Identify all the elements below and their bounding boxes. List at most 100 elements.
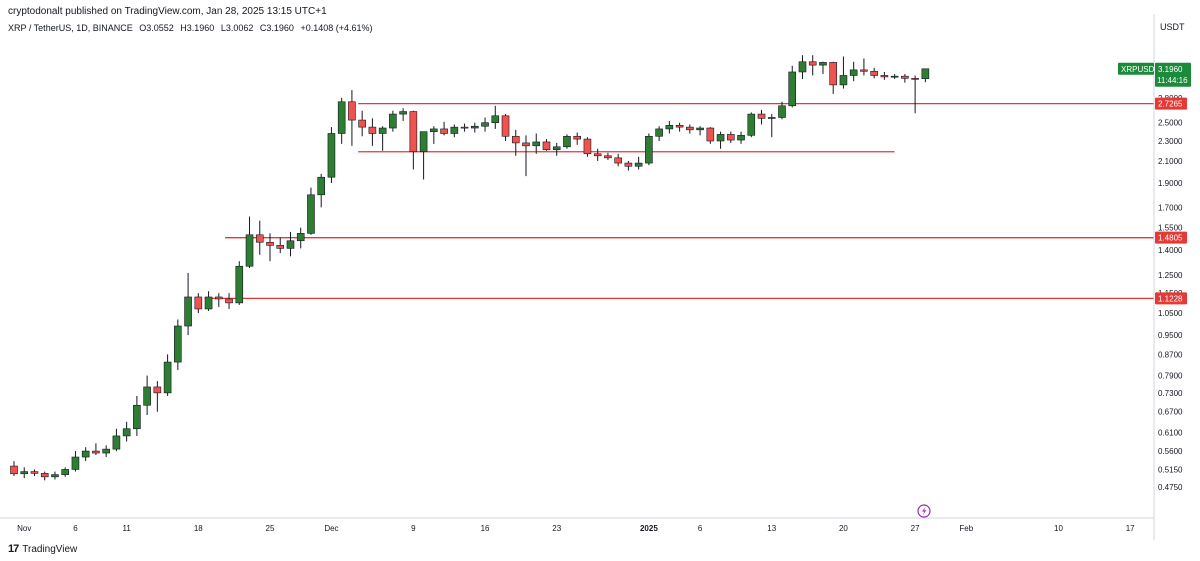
- candle[interactable]: [788, 65, 797, 108]
- candle[interactable]: [655, 126, 663, 141]
- candle[interactable]: [30, 469, 39, 476]
- candle[interactable]: [143, 375, 151, 416]
- candle[interactable]: [880, 71, 889, 80]
- candle[interactable]: [225, 293, 233, 309]
- currency-label[interactable]: USDT: [1160, 22, 1185, 32]
- candle[interactable]: [624, 160, 633, 171]
- candle[interactable]: [327, 127, 336, 183]
- candle[interactable]: [767, 114, 776, 138]
- candle[interactable]: [102, 445, 110, 458]
- symbol-title[interactable]: XRP / TetherUS, 1D, BINANCE: [8, 23, 133, 33]
- candle[interactable]: [511, 129, 520, 156]
- candle[interactable]: [40, 471, 49, 481]
- candle[interactable]: [757, 109, 766, 125]
- candle[interactable]: [573, 132, 582, 145]
- candle[interactable]: [829, 61, 838, 94]
- candle[interactable]: [583, 137, 592, 157]
- candle[interactable]: [419, 131, 428, 180]
- candle[interactable]: [399, 108, 407, 121]
- candle-body: [368, 126, 377, 134]
- candle[interactable]: [737, 131, 745, 144]
- candle[interactable]: [634, 156, 643, 170]
- candle[interactable]: [317, 173, 326, 208]
- candle[interactable]: [542, 139, 551, 151]
- candle[interactable]: [522, 135, 530, 177]
- candle[interactable]: [81, 447, 90, 462]
- candle[interactable]: [819, 61, 827, 75]
- candle[interactable]: [798, 55, 807, 80]
- candle[interactable]: [71, 451, 80, 472]
- candle[interactable]: [235, 261, 244, 305]
- candle[interactable]: [133, 395, 141, 436]
- candle[interactable]: [593, 148, 602, 161]
- candle[interactable]: [307, 187, 315, 235]
- candle[interactable]: [184, 273, 192, 336]
- candle[interactable]: [440, 121, 448, 136]
- candle[interactable]: [61, 467, 70, 477]
- candle[interactable]: [245, 216, 254, 268]
- candle[interactable]: [491, 105, 500, 129]
- candle[interactable]: [153, 381, 162, 412]
- candle[interactable]: [368, 118, 377, 146]
- candle[interactable]: [266, 233, 274, 262]
- candle[interactable]: [286, 231, 295, 257]
- candle[interactable]: [686, 124, 694, 134]
- candle[interactable]: [675, 122, 684, 132]
- candle[interactable]: [378, 126, 387, 151]
- candle[interactable]: [450, 124, 459, 138]
- candle[interactable]: [901, 74, 909, 83]
- tradingview-logo[interactable]: 17 TradingView: [8, 543, 77, 555]
- candle[interactable]: [20, 467, 29, 479]
- candle[interactable]: [470, 122, 479, 133]
- candle[interactable]: [645, 133, 653, 166]
- candle[interactable]: [706, 127, 715, 144]
- candle[interactable]: [296, 227, 305, 249]
- candle[interactable]: [10, 461, 18, 476]
- candle[interactable]: [430, 126, 438, 144]
- candle[interactable]: [747, 112, 756, 138]
- candle[interactable]: [911, 75, 919, 114]
- price-tag-value: 3.1960: [1158, 65, 1183, 74]
- candle[interactable]: [501, 114, 510, 141]
- candle[interactable]: [726, 131, 735, 143]
- candle[interactable]: [194, 293, 203, 314]
- candle[interactable]: [163, 354, 172, 396]
- candle[interactable]: [481, 117, 489, 132]
- candle[interactable]: [204, 291, 213, 312]
- candle[interactable]: [778, 101, 786, 120]
- candle[interactable]: [409, 110, 418, 170]
- candle[interactable]: [696, 126, 704, 136]
- candle[interactable]: [849, 61, 858, 82]
- candle[interactable]: [122, 421, 131, 442]
- candle[interactable]: [276, 237, 285, 254]
- candle[interactable]: [870, 67, 878, 79]
- candle[interactable]: [604, 152, 612, 160]
- candle[interactable]: [112, 428, 121, 452]
- candle[interactable]: [337, 97, 346, 144]
- candle[interactable]: [255, 220, 264, 255]
- time-axis[interactable]: Nov 6 11 18 25 Dec 9 16 23 2025 6 13 20 27 Feb 10 17: [17, 524, 1135, 533]
- candle[interactable]: [358, 110, 366, 137]
- candle[interactable]: [614, 153, 622, 167]
- candle[interactable]: [839, 56, 848, 89]
- candle[interactable]: [563, 134, 571, 149]
- candle[interactable]: [92, 443, 100, 456]
- candle[interactable]: [890, 74, 899, 80]
- candle[interactable]: [460, 123, 469, 132]
- candle[interactable]: [389, 110, 397, 132]
- lightning-marker[interactable]: [917, 504, 931, 518]
- candle[interactable]: [215, 293, 223, 307]
- candle[interactable]: [51, 471, 59, 480]
- candle[interactable]: [808, 55, 817, 76]
- candle[interactable]: [174, 319, 182, 371]
- candle[interactable]: [532, 133, 541, 154]
- candle[interactable]: [716, 131, 725, 149]
- candle[interactable]: [921, 68, 930, 83]
- candle[interactable]: [348, 90, 356, 146]
- candle[interactable]: [552, 142, 561, 156]
- candle[interactable]: [860, 58, 868, 76]
- price-tick-label: 1.5500: [1158, 224, 1183, 233]
- candle[interactable]: [665, 120, 674, 134]
